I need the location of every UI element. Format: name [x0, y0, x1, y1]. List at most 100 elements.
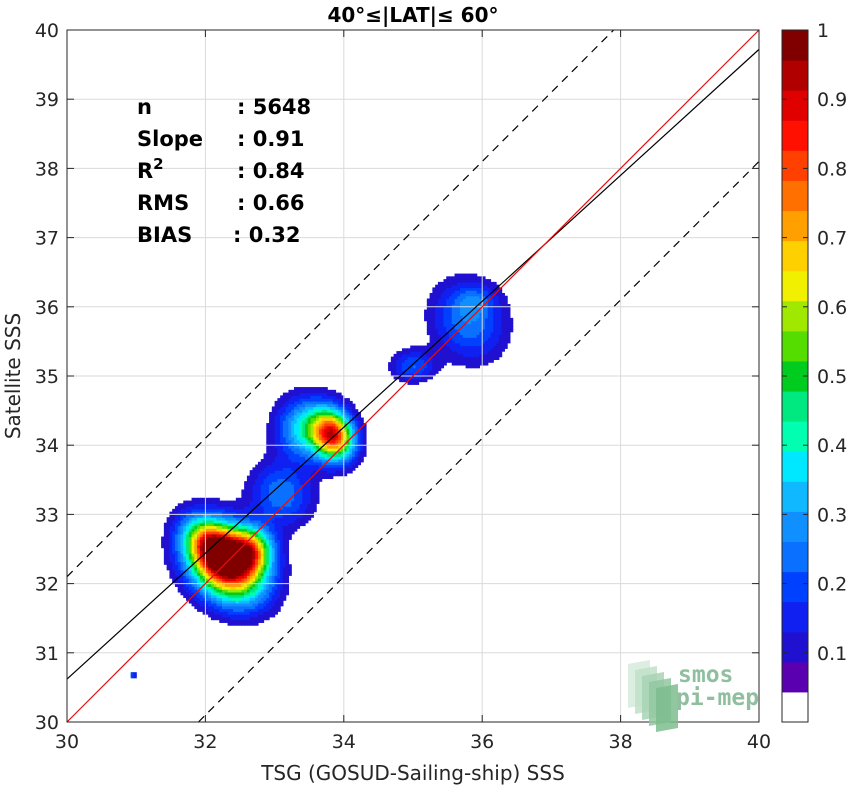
density-cell	[191, 580, 195, 585]
identity-line	[66, 29, 760, 723]
density-cell	[324, 467, 328, 471]
density-cell	[197, 497, 201, 502]
density-cell	[227, 569, 231, 574]
density-cell	[174, 558, 179, 563]
density-cell	[473, 331, 478, 336]
density-cell	[296, 522, 301, 527]
density-cell	[404, 348, 409, 352]
density-cell	[468, 348, 472, 352]
density-cell	[341, 442, 345, 446]
density-cell	[291, 467, 295, 471]
density-cell	[424, 353, 428, 358]
density-cell	[476, 323, 481, 327]
density-cell	[277, 544, 281, 549]
density-cell	[349, 445, 353, 449]
density-cell	[471, 273, 475, 277]
density-cell	[471, 340, 475, 344]
density-cell	[266, 456, 270, 460]
density-cell	[180, 586, 184, 590]
density-cell	[332, 456, 337, 460]
density-cell	[321, 431, 326, 435]
density-cell	[227, 539, 231, 543]
density-cell	[293, 403, 298, 408]
density-cell	[238, 497, 242, 502]
density-cell	[216, 566, 220, 571]
density-cell	[435, 359, 439, 363]
density-cell	[415, 381, 420, 385]
fit-line	[66, 48, 760, 680]
density-cell	[210, 616, 215, 621]
density-cell	[318, 459, 323, 463]
density-cell	[282, 495, 287, 499]
density-cell	[230, 503, 234, 507]
density-cell	[451, 348, 456, 352]
density-cell	[246, 578, 251, 582]
density-cell	[310, 456, 314, 460]
density-cell	[454, 298, 458, 302]
density-cell	[473, 334, 478, 338]
density-cell	[465, 295, 469, 300]
density-cell	[255, 522, 259, 527]
density-cell	[496, 337, 500, 341]
density-cell	[285, 464, 290, 468]
density-cell	[255, 608, 259, 612]
density-cell	[282, 580, 287, 585]
density-cell	[487, 328, 492, 333]
density-cell	[249, 528, 254, 532]
density-cell	[415, 348, 420, 352]
density-cell	[487, 348, 492, 352]
density-cell	[238, 550, 242, 554]
density-cell	[468, 290, 472, 294]
density-cell	[169, 525, 173, 529]
density-cell	[493, 281, 497, 286]
density-cell	[343, 417, 348, 421]
density-cell	[332, 428, 337, 432]
density-cell	[454, 306, 458, 311]
density-cell	[501, 292, 505, 297]
density-cell	[188, 555, 193, 560]
density-cell	[460, 359, 464, 363]
density-cell	[257, 481, 262, 485]
density-cell	[260, 503, 265, 507]
density-cell	[277, 586, 281, 590]
density-cell	[252, 602, 256, 607]
density-cell	[354, 425, 359, 430]
density-cell	[451, 323, 456, 327]
density-cell	[313, 475, 317, 480]
density-cell	[266, 464, 270, 468]
density-cell	[487, 340, 492, 344]
density-cell	[352, 456, 356, 460]
density-cell	[205, 591, 209, 596]
density-cell	[180, 591, 184, 596]
density-cell	[465, 323, 469, 327]
density-cell	[296, 403, 301, 408]
density-cell	[280, 445, 284, 449]
density-cell	[349, 442, 353, 446]
density-cell	[299, 517, 303, 521]
density-cell	[343, 400, 348, 405]
density-cell	[468, 281, 472, 286]
density-cell	[415, 376, 420, 380]
density-cell	[321, 475, 326, 480]
density-cell	[244, 517, 248, 521]
density-cell	[429, 326, 433, 330]
density-cell	[260, 564, 265, 568]
density-cell	[238, 602, 242, 607]
density-cell	[208, 500, 212, 504]
density-cell	[410, 345, 414, 349]
density-cell	[460, 279, 464, 283]
density-cell	[235, 583, 240, 587]
density-cell	[163, 528, 168, 532]
density-cell	[238, 589, 242, 593]
density-cell	[194, 539, 198, 543]
density-cell	[249, 483, 254, 488]
density-cell	[316, 447, 320, 452]
density-cell	[191, 591, 195, 596]
density-cell	[177, 544, 182, 549]
density-cell	[446, 359, 450, 363]
density-cell	[216, 597, 220, 601]
density-cell	[199, 522, 204, 527]
density-cell	[197, 514, 201, 518]
density-cell	[473, 317, 478, 322]
density-cell	[255, 536, 259, 540]
